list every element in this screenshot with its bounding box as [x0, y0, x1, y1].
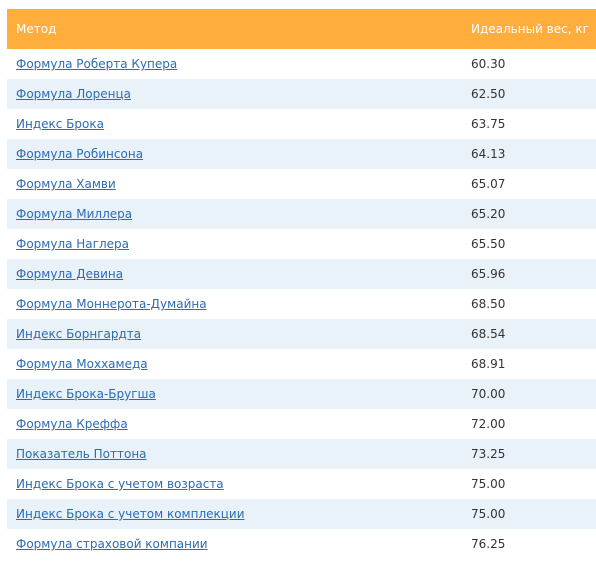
table-row: Формула Моннерота-Думайна 68.50 [7, 289, 596, 319]
ideal-weight-value: 75.00 [471, 477, 506, 491]
table-row: Формула Миллера 65.20 [7, 199, 596, 229]
method-link[interactable]: Формула страховой компании [16, 537, 208, 551]
method-cell: Формула Девина [7, 259, 462, 289]
table-header-row: Метод Идеальный вес, кг [7, 9, 596, 49]
table-row: Формула страховой компании 76.25 [7, 529, 596, 559]
ideal-weight-table-container: Метод Идеальный вес, кг Формула Роберта … [7, 9, 596, 559]
ideal-weight-value: 65.07 [471, 177, 506, 191]
method-cell: Индекс Борнгардта [7, 319, 462, 349]
method-link[interactable]: Формула Лоренца [16, 87, 132, 101]
ideal-weight-value: 62.50 [471, 87, 506, 101]
ideal-weight-value: 64.13 [471, 147, 506, 161]
ideal-weight-value: 75.00 [471, 507, 506, 521]
method-link[interactable]: Индекс Брока-Бругша [16, 387, 156, 401]
method-link[interactable]: Индекс Брока [16, 117, 104, 131]
method-cell: Индекс Брока [7, 109, 462, 139]
table-row: Формула Креффа 72.00 [7, 409, 596, 439]
table-row: Формула Наглера 65.50 [7, 229, 596, 259]
method-link[interactable]: Формула Наглера [16, 237, 129, 251]
method-cell: Формула страховой компании [7, 529, 462, 559]
method-link[interactable]: Формула Робинсона [16, 147, 144, 161]
table-row: Формула Роберта Купера 60.30 [7, 49, 596, 79]
method-cell: Индекс Брока с учетом комплекции [7, 499, 462, 529]
method-link[interactable]: Формула Миллера [16, 207, 133, 221]
ideal-weight-table: Метод Идеальный вес, кг Формула Роберта … [7, 9, 596, 559]
method-link[interactable]: Индекс Борнгардта [16, 327, 142, 341]
ideal-weight-value: 72.00 [471, 417, 506, 431]
method-cell: Показатель Поттона [7, 439, 462, 469]
method-link[interactable]: Формула Креффа [16, 417, 128, 431]
ideal-weight-value: 65.20 [471, 207, 506, 221]
method-cell: Индекс Брока с учетом возраста [7, 469, 462, 499]
table-row: Формула Девина 65.96 [7, 259, 596, 289]
method-cell: Формула Миллера [7, 199, 462, 229]
table-row: Формула Лоренца 62.50 [7, 79, 596, 109]
method-link[interactable]: Формула Хамви [16, 177, 116, 191]
method-cell: Формула Роберта Купера [7, 49, 462, 79]
method-link[interactable]: Показатель Поттона [16, 447, 147, 461]
method-cell: Формула Моххамеда [7, 349, 462, 379]
ideal-weight-value: 65.96 [471, 267, 506, 281]
table-row: Формула Моххамеда 68.91 [7, 349, 596, 379]
ideal-weight-value: 63.75 [471, 117, 506, 131]
method-link[interactable]: Индекс Брока с учетом возраста [16, 477, 224, 491]
ideal-weight-value: 70.00 [471, 387, 506, 401]
column-header-method: Метод [7, 9, 462, 49]
method-cell: Формула Робинсона [7, 139, 462, 169]
table-row: Индекс Брока-Бругша 70.00 [7, 379, 596, 409]
method-cell: Формула Лоренца [7, 79, 462, 109]
table-header: Метод Идеальный вес, кг [7, 9, 596, 49]
table-row: Индекс Борнгардта 68.54 [7, 319, 596, 349]
ideal-weight-value: 60.30 [471, 57, 506, 71]
table-row: Индекс Брока с учетом возраста 75.00 [7, 469, 596, 499]
method-cell: Формула Наглера [7, 229, 462, 259]
method-link[interactable]: Формула Моннерота-Думайна [16, 297, 207, 311]
column-header-ideal-weight: Идеальный вес, кг [462, 9, 596, 49]
method-link[interactable]: Формула Девина [16, 267, 124, 281]
table-row: Индекс Брока с учетом комплекции 75.00 [7, 499, 596, 529]
method-link[interactable]: Формула Роберта Купера [16, 57, 178, 71]
ideal-weight-value: 68.50 [471, 297, 506, 311]
method-cell: Формула Хамви [7, 169, 462, 199]
method-link[interactable]: Индекс Брока с учетом комплекции [16, 507, 245, 521]
method-cell: Формула Креффа [7, 409, 462, 439]
table-row: Формула Робинсона 64.13 [7, 139, 596, 169]
method-cell: Индекс Брока-Бругша [7, 379, 462, 409]
method-link[interactable]: Формула Моххамеда [16, 357, 148, 371]
table-body: Формула Роберта Купера 60.30 Формула Лор… [7, 49, 596, 559]
ideal-weight-value: 76.25 [471, 537, 506, 551]
ideal-weight-value: 73.25 [471, 447, 506, 461]
method-cell: Формула Моннерота-Думайна [7, 289, 462, 319]
ideal-weight-value: 68.91 [471, 357, 506, 371]
ideal-weight-value: 65.50 [471, 237, 506, 251]
ideal-weight-value: 68.54 [471, 327, 506, 341]
table-row: Формула Хамви 65.07 [7, 169, 596, 199]
table-row: Показатель Поттона 73.25 [7, 439, 596, 469]
table-row: Индекс Брока 63.75 [7, 109, 596, 139]
